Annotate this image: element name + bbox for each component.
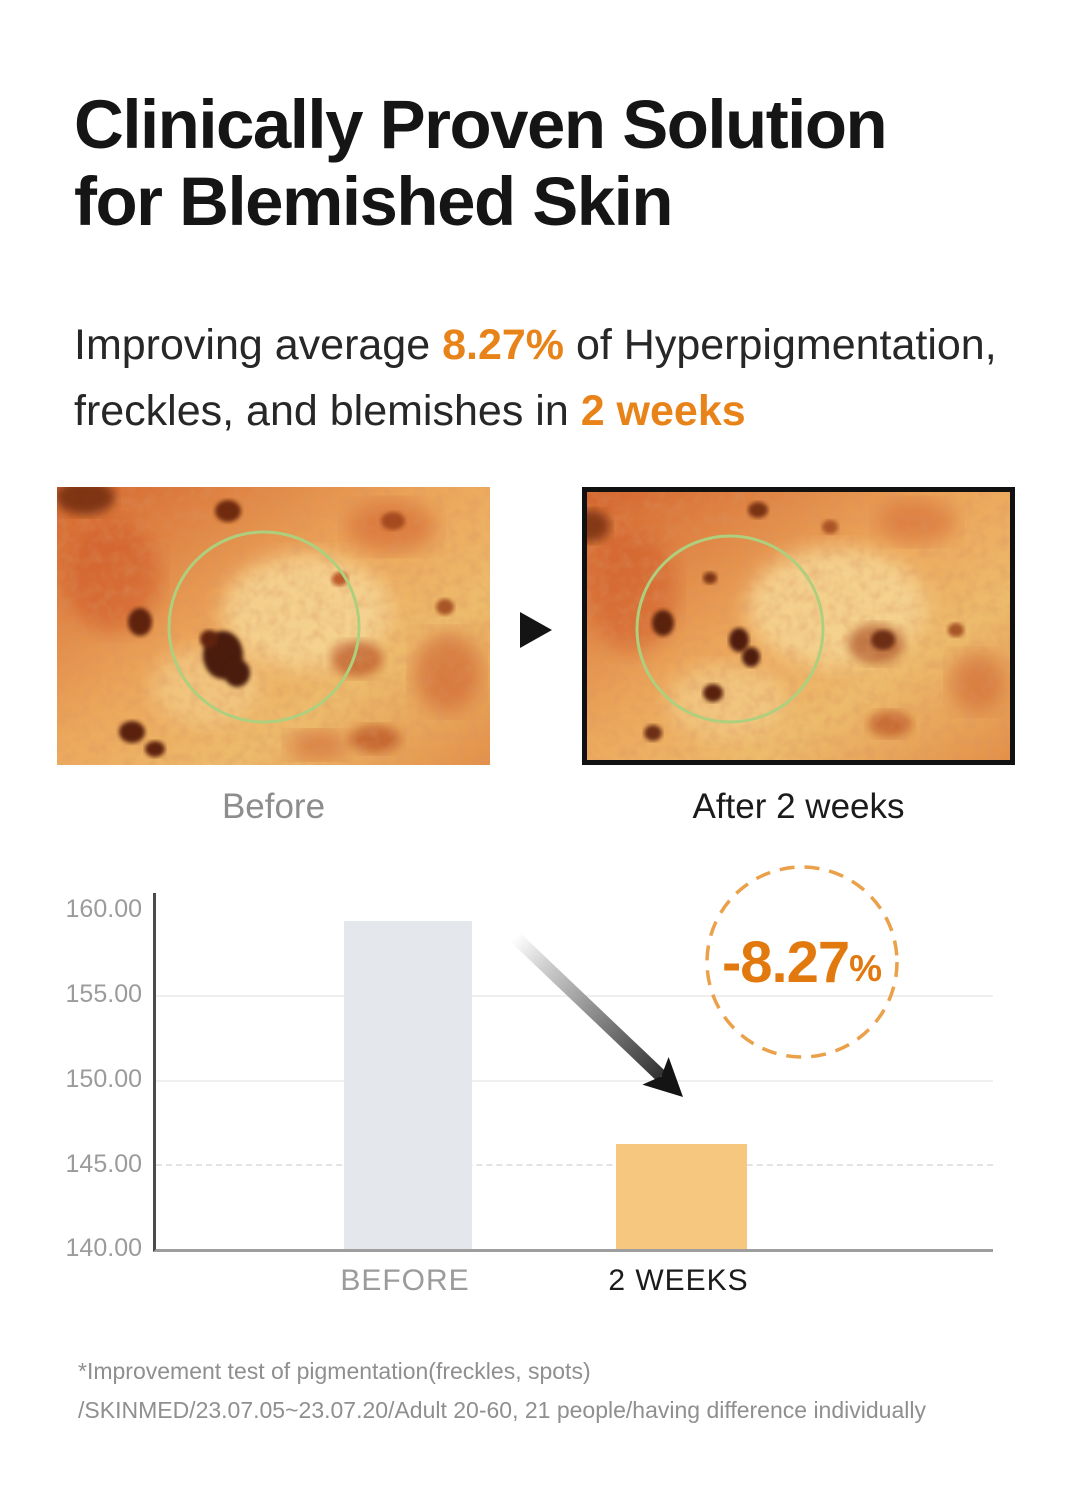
gridline-145 xyxy=(156,1164,993,1166)
badge-unit: % xyxy=(849,948,883,989)
focus-ring-after xyxy=(635,534,825,724)
after-label: After 2 weeks xyxy=(692,787,905,826)
badge-value: -8.27 xyxy=(721,929,850,995)
before-photo xyxy=(57,487,490,765)
x-label-before: BEFORE xyxy=(340,1264,470,1297)
footnote-line1: *Improvement test of pigmentation(freckl… xyxy=(78,1358,591,1384)
page-title: Clinically Proven Solution for Blemished … xyxy=(74,86,888,241)
x-label-2weeks: 2 WEEKS xyxy=(608,1264,749,1297)
after-photo xyxy=(582,487,1015,765)
footnote-line2: /SKINMED/23.07.05~23.07.20/Adult 20-60, … xyxy=(78,1397,926,1423)
y-tick: 140.00 xyxy=(65,1234,142,1262)
bar-2weeks xyxy=(616,1144,747,1249)
focus-ring-before xyxy=(167,530,361,724)
bar-before xyxy=(344,921,472,1249)
before-label: Before xyxy=(221,787,326,826)
y-tick: 160.00 xyxy=(65,895,142,923)
subtitle: Improving average 8.27% of Hyperpigmenta… xyxy=(74,321,997,435)
y-tick: 150.00 xyxy=(65,1065,142,1093)
badge-text: -8.27% xyxy=(702,862,902,1062)
y-tick: 155.00 xyxy=(65,980,142,1008)
footnote: *Improvement test of pigmentation(freckl… xyxy=(78,1352,926,1430)
skin-texture-before xyxy=(57,487,490,765)
dashed-circle-icon xyxy=(705,865,899,1059)
highlight-duration: 2 weeks xyxy=(580,387,746,435)
improvement-badge: -8.27% xyxy=(702,862,902,1062)
improvement-chart: 160.00 155.00 150.00 145.00 140.00 xyxy=(0,860,1071,1320)
arrow-right-icon xyxy=(518,610,554,650)
gridline-150 xyxy=(156,1080,993,1082)
plot-area xyxy=(153,893,993,1252)
skin-texture-after xyxy=(587,492,1010,760)
y-tick: 145.00 xyxy=(65,1150,142,1178)
highlight-percentage: 8.27% xyxy=(442,321,565,369)
